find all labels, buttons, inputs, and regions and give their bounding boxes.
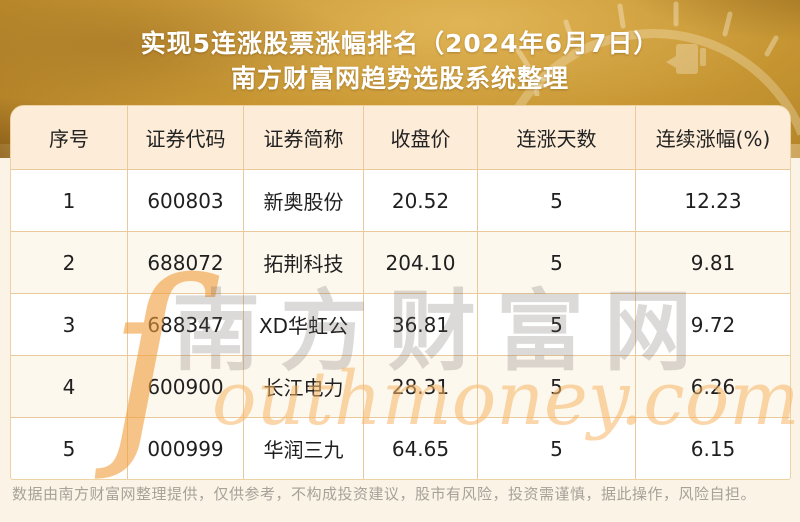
days-cell: 5	[478, 294, 636, 355]
header-cell-close: 收盘价	[364, 106, 478, 169]
stock-ranking-table: 序号 证券代码 证券简称 收盘价 连涨天数 连续涨幅(%) 1 600803 新…	[10, 105, 791, 480]
name-cell: XD华虹公	[244, 294, 364, 355]
code-cell: 600803	[128, 170, 244, 231]
table-row: 3 688347 XD华虹公 36.81 5 9.72	[11, 293, 790, 355]
name-cell: 华润三九	[244, 418, 364, 479]
code-cell: 600900	[128, 356, 244, 417]
table-row: 4 600900 长江电力 28.31 5 6.26	[11, 355, 790, 417]
days-cell: 5	[478, 232, 636, 293]
code-cell: 000999	[128, 418, 244, 479]
fuel-pump-icon	[666, 44, 706, 74]
table-row: 1 600803 新奥股份 20.52 5 12.23	[11, 169, 790, 231]
gain-cell: 6.15	[690, 436, 736, 461]
seq-cell: 1	[11, 170, 128, 231]
days-cell: 5	[478, 418, 636, 479]
gain-cell: 12.23	[684, 188, 742, 213]
seq-cell: 3	[11, 294, 128, 355]
code-cell: 688072	[128, 232, 244, 293]
fuel-gauge-icon: F	[497, 1, 800, 144]
page-title-line-1: 实现5连涨股票涨幅排名（2024年6月7日）	[140, 29, 660, 58]
gain-cell: 9.81	[690, 250, 736, 275]
header-cell-seq: 序号	[11, 106, 128, 169]
close-cell: 204.10	[364, 232, 478, 293]
days-cell: 5	[478, 170, 636, 231]
table-row: 5 000999 华润三九 64.65 5 6.15	[11, 417, 790, 479]
gain-cell: 9.72	[690, 312, 736, 337]
gain-cell: 6.26	[690, 374, 736, 399]
close-cell: 64.65	[364, 418, 478, 479]
header-cell-days: 连涨天数	[478, 106, 636, 169]
seq-cell: 2	[11, 232, 128, 293]
page-title-line-2: 南方财富网趋势选股系统整理	[230, 64, 569, 93]
seq-cell: 5	[11, 418, 128, 479]
header-cell-code: 证券代码	[128, 106, 244, 169]
days-cell: 5	[478, 356, 636, 417]
close-cell: 20.52	[364, 170, 478, 231]
banner: F	[0, 0, 800, 158]
close-cell: 28.31	[364, 356, 478, 417]
table-row: 2 688072 拓荆科技 204.10 5 9.81	[11, 231, 790, 293]
header-cell-name: 证券简称	[244, 106, 364, 169]
header-cell-gain: 连续涨幅(%)	[655, 127, 771, 151]
footer-disclaimer: 数据由南方财富网整理提供，仅供参考，不构成投资建议，股市有风险，投资需谨慎，据此…	[12, 485, 757, 503]
table-header-row: 序号 证券代码 证券简称 收盘价 连涨天数 连续涨幅(%)	[11, 106, 790, 169]
name-cell: 长江电力	[244, 356, 364, 417]
name-cell: 拓荆科技	[244, 232, 364, 293]
name-cell: 新奥股份	[244, 170, 364, 231]
code-cell: 688347	[128, 294, 244, 355]
seq-cell: 4	[11, 356, 128, 417]
gauge-full-label: F	[532, 73, 550, 103]
close-cell: 36.81	[364, 294, 478, 355]
